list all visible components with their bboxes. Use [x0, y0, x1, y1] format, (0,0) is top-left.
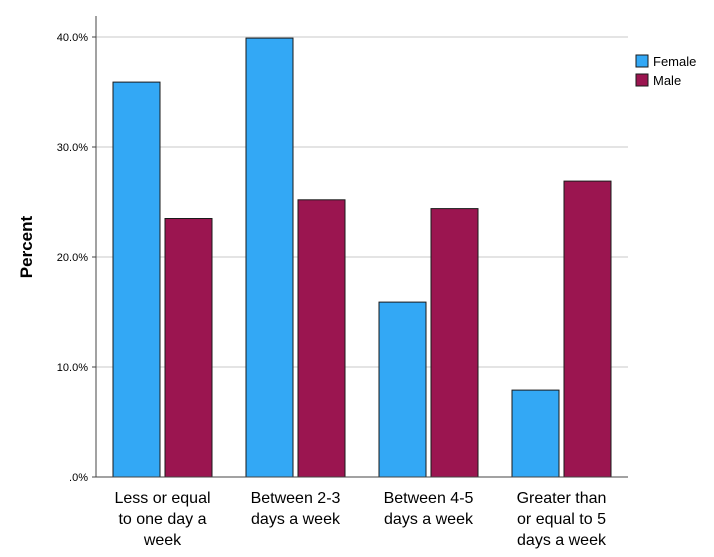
category-label-line: days a week	[517, 532, 607, 549]
category-label-line: Between 4-5	[384, 490, 474, 507]
category-label-line: Less or equal	[114, 490, 210, 507]
category-label-line: to one day a	[118, 511, 206, 528]
legend: Female Male	[635, 54, 696, 88]
bar-male	[563, 180, 612, 478]
category-label-line: days a week	[251, 511, 341, 528]
category-label-line: week	[143, 532, 182, 549]
bar-female	[378, 301, 427, 478]
y-tick-label: 40.0%	[57, 32, 88, 44]
category-label: Between 2-3 days a week	[251, 490, 341, 528]
y-axis-label: Percent	[17, 215, 36, 278]
category-label-line: or equal to 5	[517, 511, 606, 528]
category-label: Greater than or equal to 5 days a week	[517, 490, 607, 549]
legend-label-male: Male	[653, 73, 681, 88]
y-tick-label: .0%	[69, 472, 88, 484]
bar-male	[430, 208, 479, 478]
legend-swatch-female	[635, 54, 649, 68]
bar-male	[297, 199, 346, 478]
bar-female	[112, 81, 161, 478]
bar-female	[511, 389, 560, 478]
y-tick-label: 10.0%	[57, 362, 88, 374]
category-label: Between 4-5 days a week	[384, 490, 474, 528]
y-tick-label: 30.0%	[57, 142, 88, 154]
category-labels: Less or equal to one day a week Between 2-3…	[114, 490, 607, 549]
y-tick-label: 20.0%	[57, 252, 88, 264]
category-label-line: Between 2-3	[251, 490, 341, 507]
bar-male	[164, 218, 213, 478]
category-label: Less or equal to one day a week	[114, 490, 210, 549]
category-label-line: days a week	[384, 511, 474, 528]
axes	[92, 16, 628, 478]
legend-swatch-male	[635, 73, 649, 87]
y-tick-labels: .0% 10.0% 20.0% 30.0% 40.0%	[57, 32, 88, 484]
bar-female	[245, 37, 294, 478]
legend-label-female: Female	[653, 54, 696, 69]
category-label-line: Greater than	[517, 490, 607, 507]
bars	[112, 37, 612, 478]
